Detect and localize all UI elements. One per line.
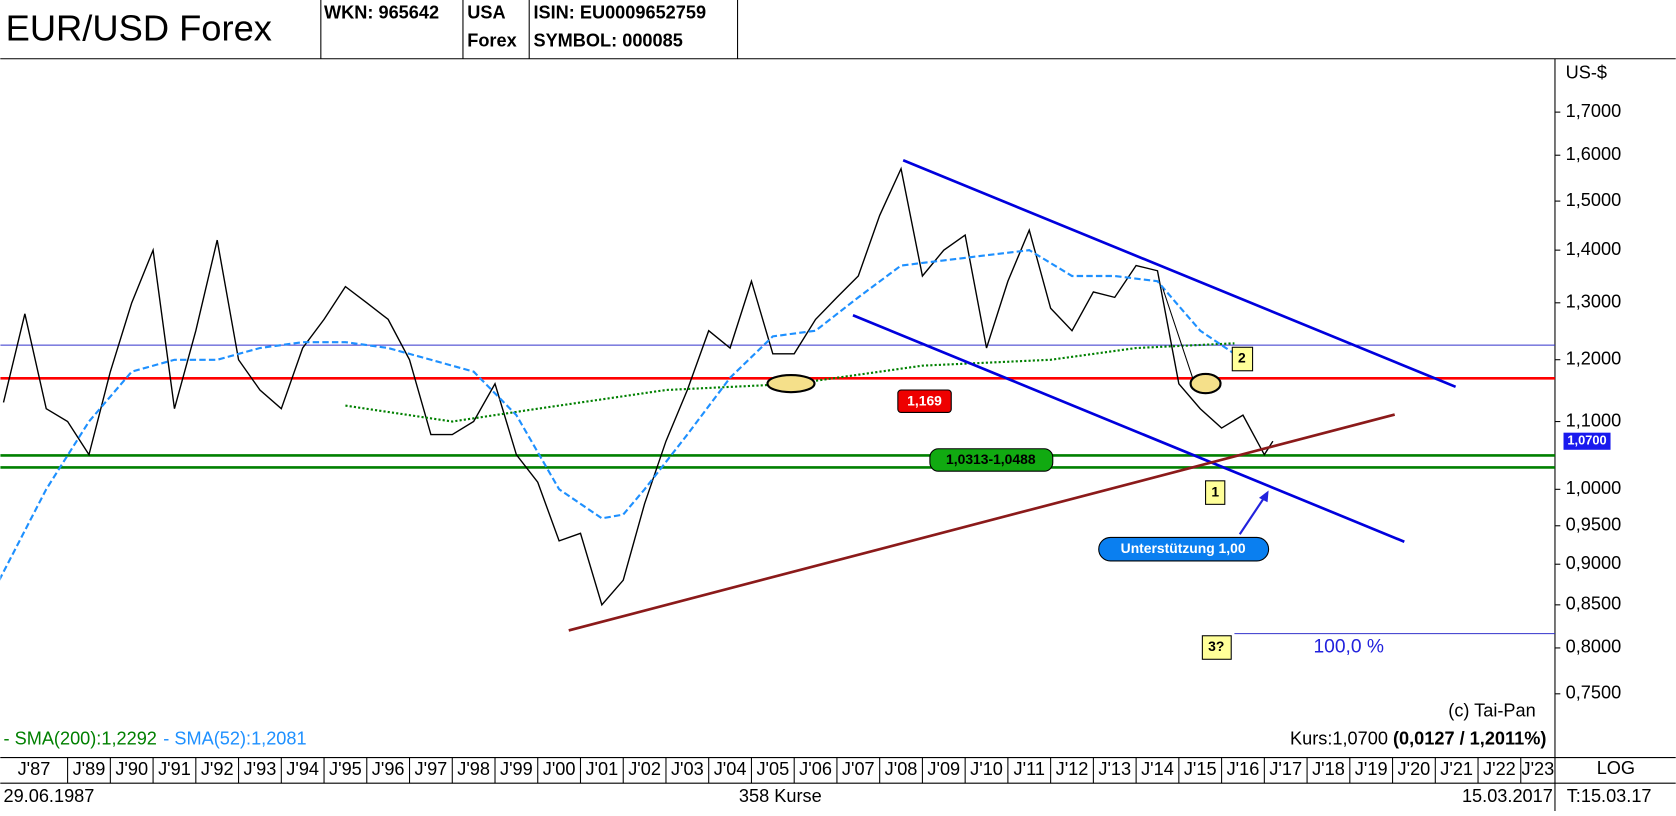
x-tick-label: J'96 <box>372 759 405 779</box>
y-tick-label: 0,8000 <box>1566 637 1622 657</box>
x-tick-label: J'02 <box>628 759 661 779</box>
x-tick-label: J'20 <box>1398 759 1431 779</box>
drawings: 1,169 1,0313-1,0488 1 2 3? 100,0 % Unter… <box>568 159 1457 660</box>
change: (0,0127 / 1,2011%) <box>1393 728 1546 748</box>
annotation: 100,0 % <box>1313 637 1384 658</box>
time: T:15.03.17 <box>1567 786 1652 806</box>
x-tick-label: J'99 <box>500 759 533 779</box>
x-tick-label: J'13 <box>1098 759 1131 779</box>
x-tick-label: J'95 <box>329 759 362 779</box>
y-tick-label: 1,1000 <box>1566 410 1622 430</box>
scale: LOG <box>1597 758 1635 778</box>
x-tick-label: J'04 <box>714 759 747 779</box>
arrow-head <box>1258 490 1269 503</box>
annotation: 3? <box>1208 638 1224 654</box>
arrow <box>1238 495 1267 535</box>
x-tick-label: J'17 <box>1269 759 1302 779</box>
x-tick-label: J'92 <box>201 759 234 779</box>
start-date: 29.06.1987 <box>3 786 94 806</box>
price-info: Kurs:1,0700 (0,0127 / 1,2011%) <box>1290 728 1546 748</box>
y-tick-label: 0,9500 <box>1566 515 1622 535</box>
x-tick-label: J'98 <box>457 759 490 779</box>
sma-line <box>0 249 1236 581</box>
price-line <box>2 166 1274 607</box>
x-tick-label: J'87 <box>18 759 51 779</box>
label-box <box>929 448 1054 472</box>
label-box <box>1231 346 1254 372</box>
y-tick-label: 1,5000 <box>1566 190 1622 210</box>
trend-line <box>1162 288 1196 385</box>
x-tick-label: J'90 <box>115 759 148 779</box>
x-tick-label: J'91 <box>158 759 191 779</box>
symbol: SYMBOL: 000085 <box>533 30 682 50</box>
y-tick-label: 1,0000 <box>1566 478 1622 498</box>
price-tag <box>1563 432 1611 450</box>
x-tick-label: J'06 <box>799 759 832 779</box>
y-unit: US-$ <box>1566 63 1607 83</box>
trend-line <box>852 313 1405 543</box>
resistance-label: 1,169 <box>907 392 942 408</box>
x-tick-label: J'12 <box>1056 759 1089 779</box>
sma-line <box>345 342 1235 423</box>
annotation: 1 <box>1211 483 1219 499</box>
x-tick-label: J'18 <box>1312 759 1345 779</box>
label-box <box>1098 536 1270 562</box>
x-tick-label: J'16 <box>1227 759 1260 779</box>
plot <box>0 166 1555 635</box>
x-tick-label: J'07 <box>842 759 875 779</box>
y-tick-label: 1,6000 <box>1566 144 1622 164</box>
label-box <box>897 389 952 413</box>
highlight <box>766 373 816 394</box>
x-tick-label: J'11 <box>1014 759 1045 779</box>
end-date: 15.03.2017 <box>1462 786 1553 806</box>
x-tick-label: J'09 <box>927 759 960 779</box>
x-tick-label: J'00 <box>543 759 576 779</box>
annotation: Unterstützung 1,00 <box>1121 540 1246 556</box>
market: Forex <box>467 30 516 50</box>
x-tick-label: J'03 <box>671 759 704 779</box>
y-tick-label: 1,3000 <box>1566 292 1622 312</box>
x-tick-label: J'89 <box>73 759 106 779</box>
x-tick-label: J'19 <box>1355 759 1388 779</box>
x-tick-label: J'93 <box>244 759 277 779</box>
x-tick-label: J'05 <box>756 759 789 779</box>
country: USA <box>467 3 505 23</box>
x-tick-label: J'15 <box>1184 759 1217 779</box>
x-tick-label: J'97 <box>415 759 448 779</box>
x-tick-label: J'21 <box>1440 759 1473 779</box>
x-tick-label: J'10 <box>970 759 1003 779</box>
annotation: 2 <box>1238 350 1246 366</box>
x-tick-label: J'94 <box>286 759 319 779</box>
y-tick-label: 0,8500 <box>1566 594 1622 614</box>
price-tag-label: 1,0700 <box>1567 433 1606 448</box>
x-tick-label: J'08 <box>885 759 918 779</box>
x-tick-label: J'22 <box>1483 759 1516 779</box>
wkn: WKN: 965642 <box>324 3 439 23</box>
isin: ISIN: EU0009652759 <box>533 3 706 23</box>
x-tick-label: J'23 <box>1521 759 1554 779</box>
y-tick-label: 1,7000 <box>1566 101 1622 121</box>
y-tick-label: 1,2000 <box>1566 349 1622 369</box>
trend-line <box>568 413 1396 632</box>
highlight <box>1189 372 1222 395</box>
kurs: Kurs:1,0700 <box>1290 728 1393 748</box>
x-tick-label: J'01 <box>585 759 618 779</box>
label-box <box>1201 635 1232 660</box>
legend-entry: - SMA(200):1,2292 <box>3 728 156 748</box>
title: EUR/USD Forex <box>6 8 272 49</box>
y-tick-label: 0,9000 <box>1566 553 1622 573</box>
trend-line <box>902 159 1457 389</box>
x-tick-label: J'14 <box>1141 759 1174 779</box>
label-box <box>1205 480 1226 505</box>
support-label: 1,0313-1,0488 <box>946 451 1036 467</box>
y-tick-label: 0,7500 <box>1566 683 1622 703</box>
legend: - SMA(200):1,2292 - SMA(52):1,2081 <box>3 728 306 748</box>
y-tick-label: 1,4000 <box>1566 239 1622 259</box>
legend-entry: - SMA(52):1,2081 <box>163 728 306 748</box>
copyright: (c) Tai-Pan <box>1448 700 1535 720</box>
count: 358 Kurse <box>739 786 822 806</box>
